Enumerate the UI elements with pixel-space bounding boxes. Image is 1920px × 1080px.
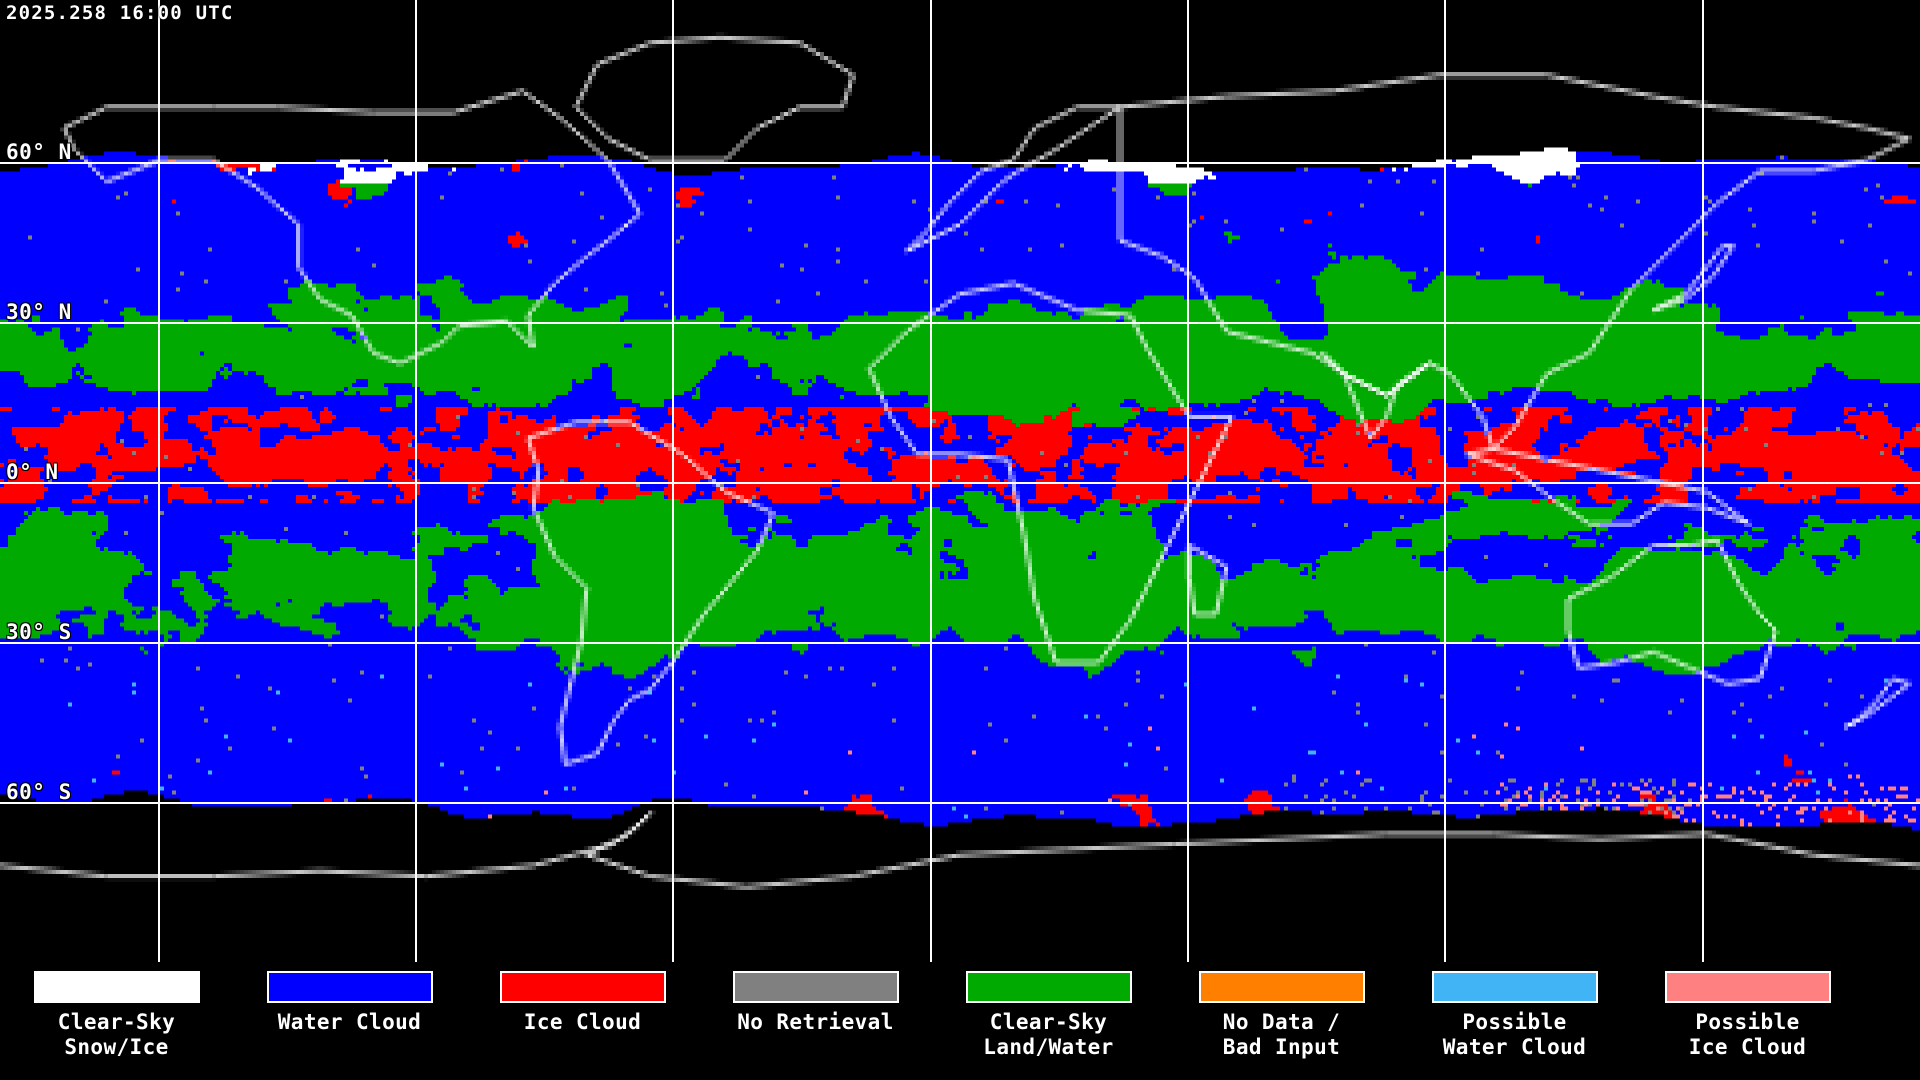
- lat-label-4: 60° S: [6, 780, 72, 804]
- legend-item-no-data-bad-input: No Data / Bad Input: [1165, 962, 1398, 1080]
- legend-label-possible-ice-cloud: Possible Ice Cloud: [1688, 1010, 1807, 1059]
- legend-label-no-data-bad-input: No Data / Bad Input: [1222, 1010, 1341, 1059]
- legend-item-possible-water-cloud: Possible Water Cloud: [1398, 962, 1631, 1080]
- lat-label-3: 30° S: [6, 620, 72, 644]
- legend-swatch-possible-water-cloud: [1431, 971, 1598, 1003]
- legend-swatch-ice-cloud: [499, 971, 666, 1003]
- legend-label-clear-sky-snow-ice: Clear-Sky Snow/Ice: [57, 1010, 176, 1059]
- swatch-fill: [967, 973, 1130, 1001]
- legend-label-possible-water-cloud: Possible Water Cloud: [1442, 1010, 1587, 1059]
- legend-item-possible-ice-cloud: Possible Ice Cloud: [1631, 962, 1864, 1080]
- legend-item-ice-cloud: Ice Cloud: [466, 962, 699, 1080]
- legend-panel: Clear-Sky Snow/Ice Water Cloud Ice Cloud N…: [0, 962, 1920, 1080]
- swatch-fill: [268, 973, 431, 1001]
- legend-item-water-cloud: Water Cloud: [233, 962, 466, 1080]
- legend-label-no-retrieval: No Retrieval: [737, 1010, 894, 1034]
- legend-label-water-cloud: Water Cloud: [277, 1010, 422, 1034]
- legend-swatch-clear-sky-land-water: [965, 971, 1132, 1003]
- swatch-fill: [35, 973, 198, 1001]
- swatch-fill: [734, 973, 897, 1001]
- swatch-fill: [501, 973, 664, 1001]
- legend-items: Clear-Sky Snow/Ice Water Cloud Ice Cloud N…: [0, 962, 1920, 1080]
- lat-label-2: 0° N: [6, 460, 59, 484]
- legend-swatch-water-cloud: [266, 971, 433, 1003]
- swatch-fill: [1666, 973, 1829, 1001]
- legend-item-no-retrieval: No Retrieval: [699, 962, 932, 1080]
- map-raster: [0, 0, 1920, 962]
- legend-label-ice-cloud: Ice Cloud: [523, 1010, 642, 1034]
- legend-item-clear-sky-land-water: Clear-Sky Land/Water: [932, 962, 1165, 1080]
- lat-label-1: 30° N: [6, 300, 72, 324]
- legend-label-clear-sky-land-water: Clear-Sky Land/Water: [983, 1010, 1114, 1059]
- timestamp-label: 2025.258 16:00 UTC: [6, 2, 234, 24]
- swatch-fill: [1200, 973, 1363, 1001]
- legend-swatch-possible-ice-cloud: [1664, 971, 1831, 1003]
- legend-swatch-clear-sky-snow-ice: [33, 971, 200, 1003]
- lat-label-0: 60° N: [6, 140, 72, 164]
- legend-swatch-no-retrieval: [732, 971, 899, 1003]
- legend-swatch-no-data-bad-input: [1198, 971, 1365, 1003]
- map-panel[interactable]: 60° N 30° N 0° N 30° S 60° S 2025.258 16:00 …: [0, 0, 1920, 962]
- legend-item-clear-sky-snow-ice: Clear-Sky Snow/Ice: [0, 962, 233, 1080]
- swatch-fill: [1433, 973, 1596, 1001]
